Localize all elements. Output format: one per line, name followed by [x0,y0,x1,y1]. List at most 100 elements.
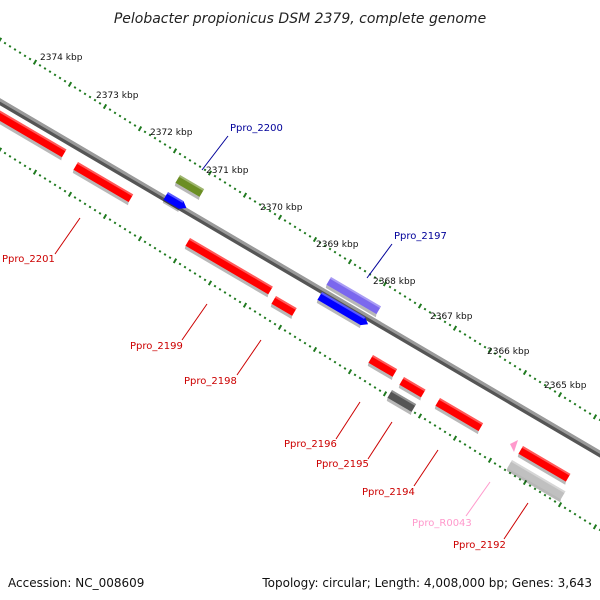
tick-mark-upper [38,63,42,67]
tick-mark-lower [193,272,197,275]
tick-mark-lower [172,258,178,264]
tick-mark-lower [568,509,572,513]
feature-ppro-2199-shade [184,245,269,298]
tick-mark-lower [538,490,542,494]
tick-mark-upper [218,177,222,181]
leader-line [236,339,262,376]
tick-mark-lower [347,369,353,375]
feature-ppro-2197 [325,277,382,318]
feature-ppro-2197-strand-body [317,292,369,326]
gene-label[interactable]: Ppro_2196 [284,439,337,450]
tick-mark-upper [98,101,102,105]
leader-line [367,421,393,460]
tick-mark-lower [158,249,162,253]
tick-mark-lower [288,332,292,336]
gene-label[interactable]: Ppro_R0043 [412,518,472,529]
tick-mark-lower [573,512,577,516]
tick-mark-upper [178,152,182,156]
tick-mark-lower [218,287,222,291]
tick-mark-upper [408,298,412,302]
tick-mark-upper [253,200,257,203]
tick-mark-upper [498,355,502,359]
feature-ppro-2201-highlight [76,162,134,197]
gene-label[interactable]: Ppro_2199 [130,341,183,352]
map-title: Pelobacter propionicus DSM 2379, complet… [114,11,486,27]
tick-mark-upper [513,364,517,368]
tick-mark-upper [288,222,292,226]
tick-mark-upper [388,285,392,289]
feature-ppro-2198-highlight [274,296,297,310]
tick-mark-lower [148,243,152,247]
feature-ppro-2195 [398,377,426,401]
tick-mark-lower [88,205,92,209]
tick-mark-lower [23,164,27,168]
gene-label[interactable]: Ppro_2195 [316,459,369,470]
tick-mark-upper [548,386,552,390]
feature-ppro-2195-b-highlight [390,390,417,406]
tick-mark-lower [43,177,47,180]
tick-mark-lower [417,413,423,419]
kbp-label: 2367 kbp [430,312,473,322]
tick-mark-upper [298,228,302,232]
tick-mark-lower [188,268,192,272]
tick-mark-upper [347,259,353,265]
tick-mark-upper [28,57,32,61]
kbp-label: 2373 kbp [96,91,139,101]
tick-mark-upper [108,108,112,112]
leader-line [366,243,393,279]
tick-mark-lower [137,236,143,242]
gene-label[interactable]: Ppro_2200 [230,123,283,134]
feature-ppro-2194-shade [434,405,479,435]
tick-mark-lower [308,344,312,348]
tick-mark-lower [533,487,537,491]
gene-label[interactable]: Ppro_2197 [394,231,447,242]
feature-ppro-2192 [517,446,571,485]
tick-mark-upper [228,184,232,188]
tick-mark-lower [163,253,167,256]
tick-mark-upper [18,51,22,55]
tick-mark-upper [137,126,143,132]
tick-mark-upper [423,307,427,311]
gene-label[interactable]: Ppro_2198 [184,376,237,387]
genome-backbone [0,98,600,454]
tick-mark-lower [448,433,452,437]
feature-ppro-2195-b [386,390,417,416]
tick-mark-upper [188,158,192,162]
tick-mark-lower [203,278,207,282]
tick-mark-lower [578,515,582,519]
tick-mark-upper [363,269,367,273]
tick-mark-upper [13,48,17,51]
tick-mark-lower [223,291,227,294]
tick-mark-upper [128,120,132,124]
tick-mark-upper [518,367,522,371]
gene-label[interactable]: Ppro_2192 [453,540,506,551]
feature-ppro-2192-b-shade [506,467,561,503]
tick-mark-lower [423,417,427,421]
tick-mark-upper [493,352,497,355]
feature-ppro-2197-body [326,277,382,315]
tick-mark-upper [233,187,237,191]
feature-ppro-2198-shade [270,303,293,320]
gene-label[interactable]: Ppro_2194 [362,487,415,498]
feature-ppro-2201a [0,107,67,161]
gene-label[interactable]: Ppro_2201 [2,254,55,265]
tick-mark-lower [258,313,262,317]
tick-mark-upper [452,325,458,331]
tick-mark-lower [277,324,283,330]
tick-mark-upper [53,73,57,77]
tick-mark-lower [338,363,342,367]
tick-mark-lower [368,382,372,386]
tick-mark-upper [433,314,437,317]
tick-mark-upper [172,148,178,154]
feature-ppro-2198 [270,296,297,320]
tick-mark-upper [32,59,38,65]
tick-mark-upper [598,418,600,422]
feature-ppro-2199-highlight [188,237,273,289]
tick-mark-upper [283,219,287,222]
tick-mark-upper [153,136,157,140]
tick-mark-upper [207,170,213,176]
feature-ppro-2200-strand-shade [162,199,179,212]
tick-mark-lower [143,240,147,244]
tick-mark-upper [448,323,452,327]
feature-ppro-2201-shade [72,169,129,206]
